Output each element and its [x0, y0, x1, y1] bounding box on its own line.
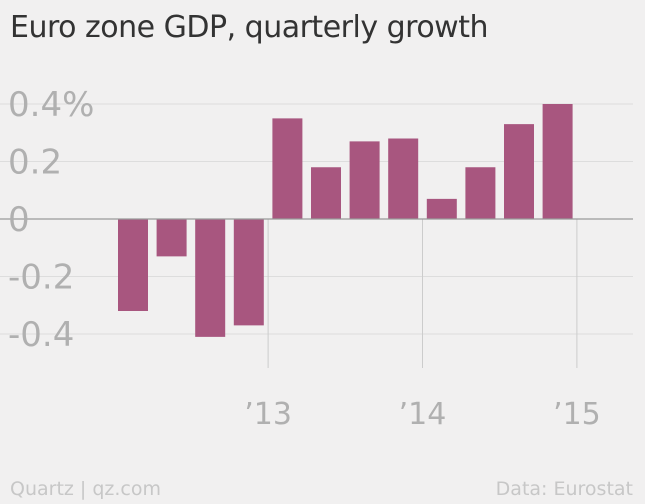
y-tick-label: 0.4%: [8, 85, 94, 125]
bar-q2-2013: [272, 118, 303, 219]
footer-data-credit: Data: Eurostat: [495, 478, 633, 500]
grid-layer: [0, 103, 633, 335]
footer-source-brand: Quartz | qz.com: [10, 478, 162, 500]
bar-q3-2014: [465, 167, 496, 219]
bar-q3-2012: [156, 219, 187, 257]
bar-q4-2013: [349, 141, 380, 219]
y-tick-label: -0.4: [8, 315, 74, 355]
bar-q1-2013: [233, 219, 264, 326]
bar-layer: [118, 104, 573, 337]
bar-q2-2014: [426, 198, 457, 219]
x-tick-label: ’13: [244, 397, 292, 432]
bar-q4-2012: [195, 219, 226, 337]
x-tick-label: ’15: [553, 397, 601, 432]
bar-q3-2013: [311, 167, 341, 219]
y-tick-label: 0.2: [8, 143, 62, 183]
chart-title: Euro zone GDP, quarterly growth: [10, 10, 489, 45]
y-tick-label: -0.2: [8, 258, 74, 298]
y-label-layer: 0.4% 0.2 0 -0.2 -0.4: [8, 85, 94, 355]
x-tick-label: ’14: [399, 397, 447, 432]
x-label-layer: ’13 ’14 ’15: [244, 397, 601, 432]
bar-q2-2012: [118, 219, 148, 311]
bar-q4-2014: [504, 124, 534, 219]
bar-q1-2014: [388, 138, 419, 219]
bar-q1-2015: [542, 104, 573, 219]
x-tick-layer: [267, 219, 578, 368]
y-tick-label: 0: [8, 200, 30, 240]
